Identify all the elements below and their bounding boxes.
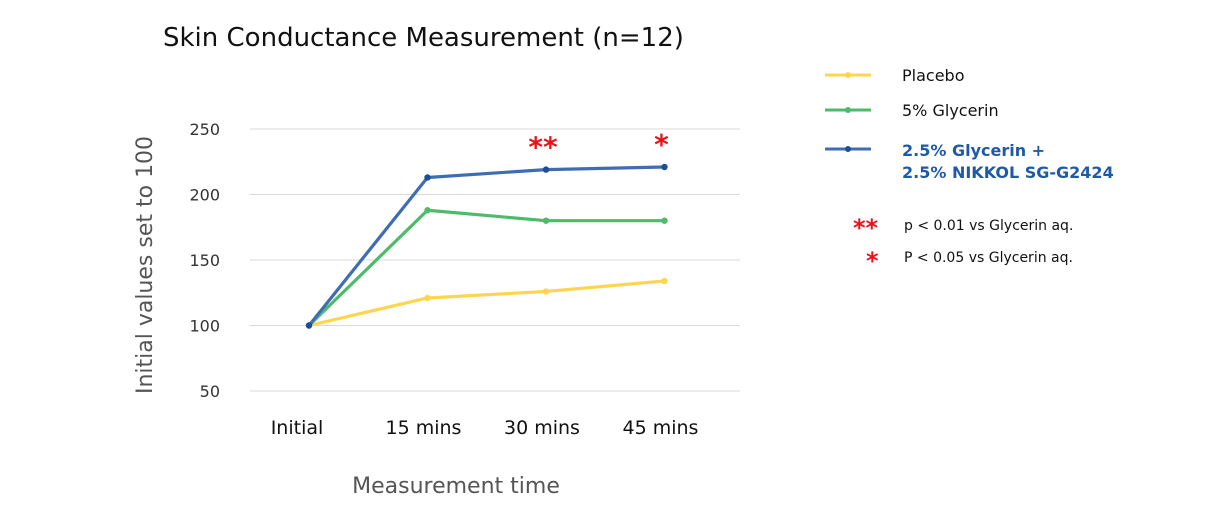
x-tick-label: Initial bbox=[271, 417, 324, 439]
x-axis-label: Measurement time bbox=[352, 474, 560, 499]
gridlines bbox=[250, 128, 740, 392]
y-tick-label: 50 bbox=[200, 382, 220, 401]
y-tick-label: 250 bbox=[189, 120, 220, 139]
legend-label-placebo: Placebo bbox=[902, 66, 964, 85]
series-line bbox=[308, 279, 665, 328]
chart-title: Skin Conductance Measurement (n=12) bbox=[163, 23, 684, 53]
data-point bbox=[424, 294, 431, 302]
data-point bbox=[661, 163, 668, 171]
legend-item-nikkol: 2.5% Glycerin + 2.5% NIKKOL SG-G2424 bbox=[825, 141, 1114, 182]
note-text-double: p < 0.01 vs Glycerin aq. bbox=[904, 218, 1073, 234]
data-point bbox=[542, 288, 550, 295]
data-point bbox=[542, 217, 550, 224]
significance-marks: ** * bbox=[528, 128, 669, 164]
legend-marker-glycerin bbox=[845, 107, 851, 113]
data-point bbox=[542, 166, 550, 173]
series-line bbox=[307, 208, 665, 327]
data-point bbox=[661, 277, 668, 285]
legend: Placebo 5% Glycerin 2.5% Glycerin + 2.5%… bbox=[825, 66, 1114, 182]
note-mark-single: * bbox=[866, 247, 879, 275]
y-tick-label: 150 bbox=[189, 251, 220, 270]
x-tick-labels: Initial 15 mins 30 mins 45 mins bbox=[271, 417, 699, 439]
legend-marker-placebo bbox=[845, 72, 851, 78]
note-mark-double: ** bbox=[853, 214, 879, 242]
y-tick-label: 100 bbox=[189, 317, 220, 336]
y-tick-labels: 250 200 150 100 50 bbox=[189, 120, 220, 401]
legend-item-placebo: Placebo bbox=[825, 66, 964, 85]
data-point bbox=[424, 174, 431, 181]
significance-mark: * bbox=[654, 128, 669, 161]
y-tick-label: 200 bbox=[189, 186, 220, 205]
x-tick-label: 45 mins bbox=[623, 417, 699, 439]
legend-label-glycerin: 5% Glycerin bbox=[902, 101, 999, 120]
y-axis-label: Initial values set to 100 bbox=[133, 136, 158, 394]
significance-notes: ** p < 0.01 vs Glycerin aq. * P < 0.05 v… bbox=[853, 214, 1073, 275]
x-tick-label: 15 mins bbox=[386, 417, 462, 439]
significance-mark: ** bbox=[528, 131, 558, 164]
legend-item-glycerin: 5% Glycerin bbox=[825, 101, 999, 120]
legend-label-nikkol-line1: 2.5% Glycerin + bbox=[902, 141, 1045, 160]
x-tick-label: 30 mins bbox=[504, 417, 580, 439]
data-point bbox=[305, 322, 313, 329]
series-line bbox=[307, 165, 665, 327]
series-lines bbox=[305, 163, 668, 329]
note-text-single: P < 0.05 vs Glycerin aq. bbox=[904, 250, 1073, 266]
data-point bbox=[661, 217, 668, 224]
data-point bbox=[424, 207, 431, 214]
legend-marker-nikkol bbox=[845, 146, 851, 152]
legend-label-nikkol-line2: 2.5% NIKKOL SG-G2424 bbox=[902, 163, 1114, 182]
